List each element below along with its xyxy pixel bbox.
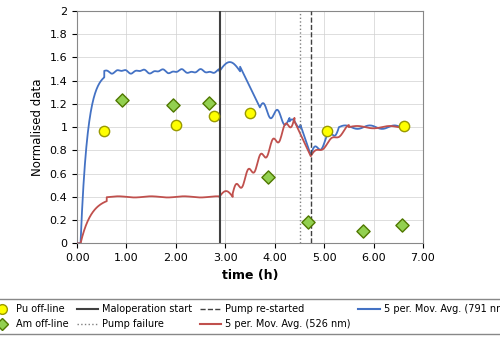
Point [398, 222, 406, 227]
Legend: Pu off-line, Am off-line, Maloperation start, Pump failure, Pump re-started, 5 p: Pu off-line, Am off-line, Maloperation s… [0, 299, 500, 334]
Point [118, 98, 126, 103]
Point [210, 113, 218, 118]
Y-axis label: Normalised data: Normalised data [31, 78, 44, 176]
Point [358, 228, 366, 233]
Point [172, 122, 180, 127]
Point [170, 102, 177, 108]
Point [304, 220, 312, 225]
Point [246, 111, 254, 116]
Point [264, 174, 272, 180]
X-axis label: time (h): time (h) [222, 269, 278, 282]
Point [100, 128, 108, 134]
Point [322, 128, 330, 134]
Point [206, 100, 214, 105]
Point [400, 123, 408, 129]
